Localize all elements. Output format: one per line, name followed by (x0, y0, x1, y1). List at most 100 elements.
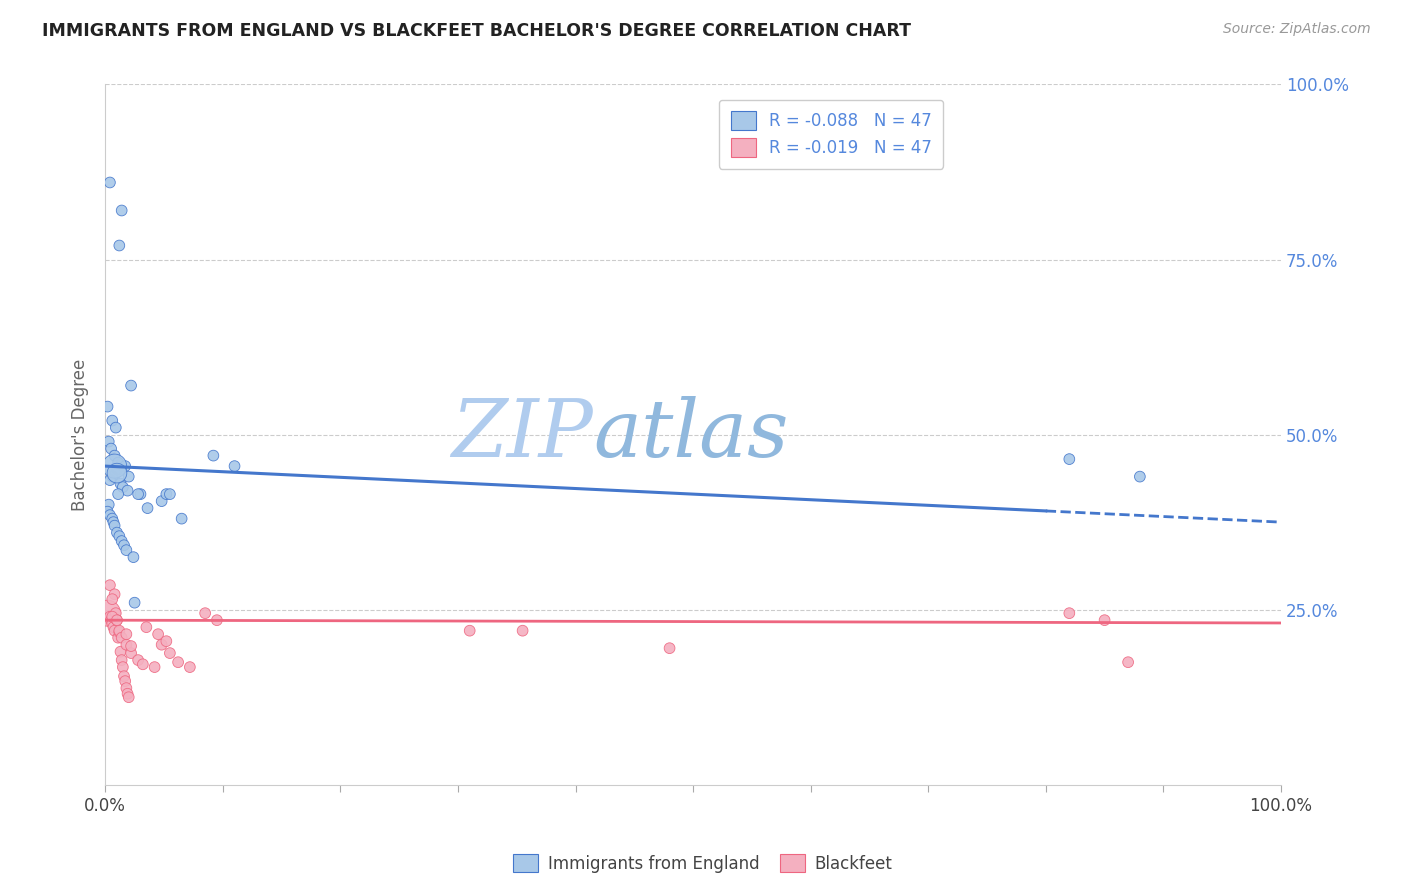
Point (111, 631, 134, 645)
Point (98, 578, 121, 592)
Point (108, 624, 131, 638)
Point (111, 660, 134, 674)
Point (111, 203, 134, 218)
Point (101, 592, 124, 607)
Point (115, 543, 138, 558)
Point (1094, 613, 1116, 627)
Point (111, 480, 134, 494)
Point (101, 414, 124, 428)
Point (108, 238, 131, 252)
Point (104, 466, 127, 480)
Point (97, 498, 120, 512)
Point (146, 627, 169, 641)
Point (111, 534, 134, 549)
Point (150, 494, 173, 508)
Point (98, 473, 121, 487)
Point (150, 638, 173, 652)
Point (104, 459, 127, 474)
Point (104, 587, 127, 601)
Point (103, 515, 125, 529)
Point (97, 400, 120, 414)
Point (101, 609, 124, 624)
Point (117, 687, 139, 701)
Point (103, 620, 125, 634)
Point (179, 660, 201, 674)
Y-axis label: Bachelor's Degree: Bachelor's Degree (72, 359, 89, 511)
Text: IMMIGRANTS FROM ENGLAND VS BLACKFEET BACHELOR'S DEGREE CORRELATION CHART: IMMIGRANTS FROM ENGLAND VS BLACKFEET BAC… (42, 22, 911, 40)
Point (120, 639, 142, 653)
Point (114, 674, 136, 689)
Point (115, 627, 138, 641)
Text: Source: ZipAtlas.com: Source: ZipAtlas.com (1223, 22, 1371, 37)
Point (105, 462, 128, 476)
Point (97, 505, 120, 519)
Point (98, 176, 121, 190)
Point (104, 518, 127, 533)
Point (105, 613, 128, 627)
Point (194, 606, 217, 620)
Point (105, 613, 128, 627)
Point (105, 466, 128, 480)
Point (101, 616, 124, 631)
Point (115, 638, 138, 652)
Point (108, 529, 131, 543)
Point (104, 420, 127, 434)
Point (107, 487, 129, 501)
Point (1059, 606, 1081, 620)
Point (155, 634, 177, 648)
Point (155, 487, 177, 501)
Point (120, 378, 142, 392)
Point (143, 660, 166, 674)
Point (110, 476, 132, 491)
Point (118, 690, 141, 705)
Point (159, 646, 181, 660)
Point (159, 487, 181, 501)
Point (124, 596, 146, 610)
Point (1129, 469, 1152, 483)
Point (101, 469, 124, 483)
Point (202, 449, 225, 463)
Legend: R = -0.088   N = 47, R = -0.019   N = 47: R = -0.088 N = 47, R = -0.019 N = 47 (718, 100, 943, 169)
Point (105, 525, 128, 540)
Point (114, 459, 136, 474)
Legend: Immigrants from England, Blackfeet: Immigrants from England, Blackfeet (506, 847, 900, 880)
Point (135, 620, 157, 634)
Point (512, 624, 534, 638)
Point (97, 434, 120, 449)
Point (167, 655, 190, 669)
Point (104, 624, 127, 638)
Point (112, 538, 135, 552)
Point (111, 653, 134, 667)
Point (1059, 452, 1081, 467)
Point (118, 469, 141, 483)
Point (658, 641, 681, 656)
Point (224, 459, 246, 474)
Point (117, 483, 139, 498)
Point (104, 606, 127, 620)
Point (104, 449, 127, 463)
Point (170, 511, 193, 525)
Point (97, 606, 120, 620)
Point (127, 487, 149, 501)
Point (129, 487, 152, 501)
Point (136, 501, 159, 516)
Point (1116, 655, 1139, 669)
Point (98, 508, 121, 523)
Point (110, 645, 132, 659)
Point (98, 609, 121, 624)
Point (108, 625, 131, 640)
Point (100, 613, 122, 627)
Point (112, 669, 135, 683)
Point (107, 631, 129, 645)
Point (122, 550, 145, 565)
Point (132, 657, 155, 672)
Text: atlas: atlas (593, 396, 789, 474)
Point (120, 646, 142, 660)
Point (107, 456, 129, 470)
Point (127, 653, 149, 667)
Point (100, 442, 122, 456)
Point (205, 613, 228, 627)
Point (458, 624, 481, 638)
Text: ZIP: ZIP (451, 396, 593, 474)
Point (101, 511, 124, 525)
